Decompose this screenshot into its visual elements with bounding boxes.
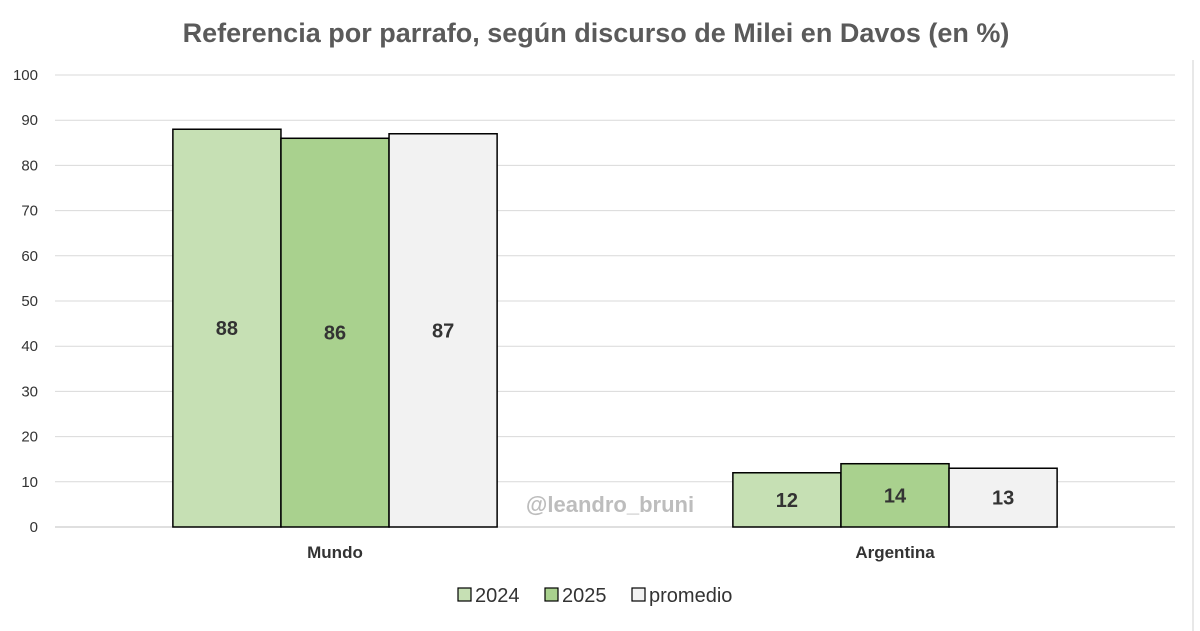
y-tick-label: 60 — [21, 248, 38, 265]
legend-swatch-2025 — [544, 587, 559, 602]
data-label: 14 — [884, 485, 907, 507]
y-tick-label: 20 — [21, 429, 38, 446]
chart-title: Referencia por parrafo, según discurso d… — [183, 18, 1010, 48]
y-axis-ticks: 0 10 20 30 40 50 60 70 80 90 100 — [13, 67, 38, 536]
category-label: Mundo — [307, 543, 363, 562]
legend-label-2025: 2025 — [562, 585, 607, 607]
bar-2024-Mundo — [172, 128, 282, 528]
bar-2025-Mundo — [280, 137, 390, 528]
bar-2024-Argentina — [732, 472, 842, 528]
bar-2025-Argentina — [840, 462, 950, 528]
data-label: 12 — [776, 490, 798, 512]
legend-label-2024: 2024 — [475, 585, 520, 607]
data-label: 88 — [216, 318, 238, 340]
legend-swatch-2024 — [457, 587, 472, 602]
legend: 2024 2025 promedio — [457, 585, 732, 607]
y-tick-label: 90 — [21, 112, 38, 129]
data-label: 87 — [432, 320, 454, 342]
watermark: @leandro_bruni — [526, 492, 694, 517]
data-label: 13 — [992, 488, 1014, 510]
y-tick-label: 50 — [21, 293, 38, 310]
bars — [172, 128, 1058, 528]
y-tick-label: 80 — [21, 157, 38, 174]
legend-swatch-promedio — [631, 587, 646, 602]
data-label: 86 — [324, 323, 346, 345]
x-axis-categories: Mundo Argentina — [307, 543, 935, 562]
data-labels: 88 86 87 12 14 13 — [216, 318, 1014, 512]
y-tick-label: 100 — [13, 67, 38, 84]
legend-label-promedio: promedio — [649, 585, 732, 607]
y-tick-label: 0 — [30, 519, 38, 536]
y-tick-label: 70 — [21, 203, 38, 220]
bar-promedio-Argentina — [948, 467, 1058, 528]
bar-promedio-Mundo — [388, 133, 498, 528]
category-label: Argentina — [855, 543, 935, 562]
y-tick-label: 40 — [21, 338, 38, 355]
y-tick-label: 30 — [21, 383, 38, 400]
y-tick-label: 10 — [21, 474, 38, 491]
